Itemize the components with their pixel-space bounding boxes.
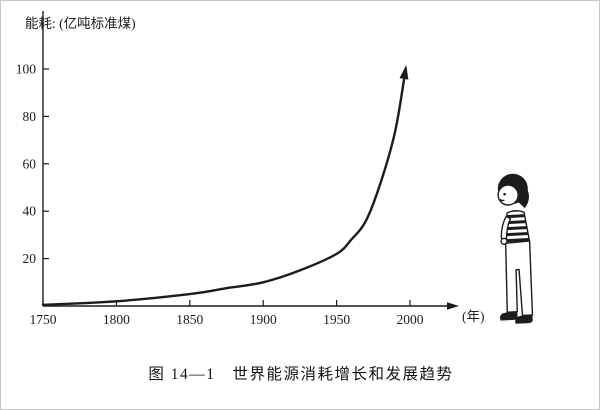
energy-curve (41, 67, 407, 306)
figure-caption: 图 14—1 世界能源消耗增长和发展趋势 (148, 366, 454, 383)
x-tick-label: 1900 (250, 312, 277, 327)
child-illustration (497, 173, 534, 324)
y-tick-label: 20 (23, 251, 37, 266)
x-tick-label: 2000 (397, 312, 424, 327)
y-tick-label: 80 (23, 109, 37, 124)
x-tick-label: 1850 (176, 312, 203, 327)
y-axis-title: 能耗: (亿吨标准煤) (25, 16, 136, 31)
x-tick-label: 1800 (103, 312, 130, 327)
child-shoe-left (499, 311, 518, 321)
child-face (497, 184, 519, 206)
x-axis-unit: (年) (462, 309, 485, 324)
child-eye (503, 192, 506, 196)
child-figure (497, 173, 534, 324)
y-tick-label: 40 (23, 204, 37, 219)
y-tick-label: 60 (23, 156, 37, 171)
curve-arrow-icon (399, 65, 409, 80)
x-tick-label: 1950 (323, 312, 350, 327)
child-hair-bob (517, 185, 530, 209)
x-tick-label: 1750 (30, 312, 57, 327)
child-pants (504, 240, 534, 317)
child-mouth (499, 198, 505, 202)
energy-consumption-chart: 20 40 60 80 100 1750 1800 1850 1900 1950 2000 能耗: (… (16, 11, 485, 327)
child-shoe-right (515, 314, 533, 324)
y-tick-label: 100 (16, 62, 37, 77)
x-axis-arrow-icon (447, 302, 459, 310)
